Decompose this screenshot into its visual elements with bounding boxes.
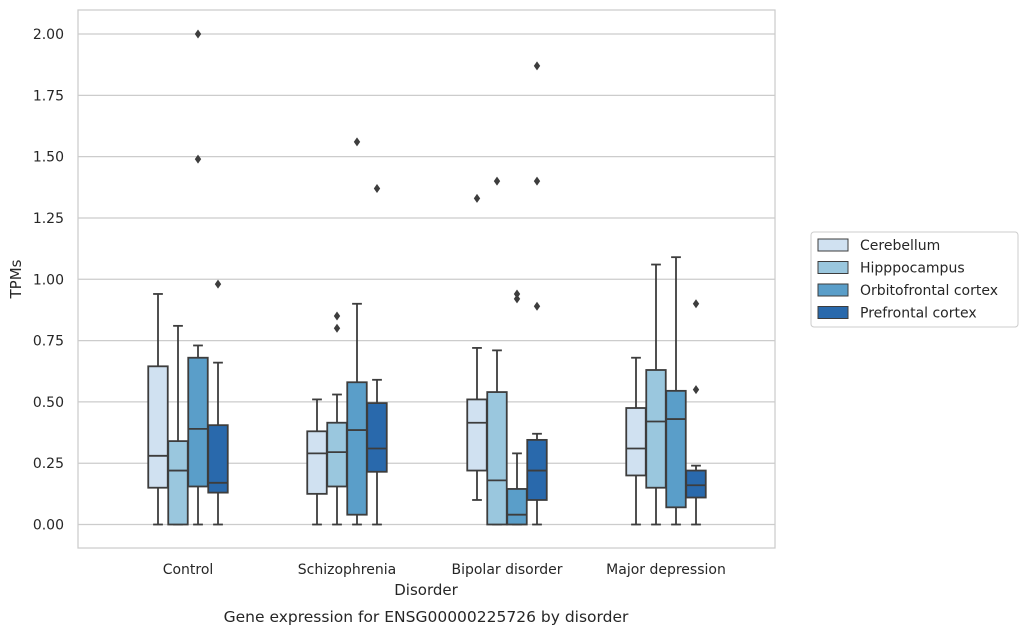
outlier-point [214,279,222,289]
box-orbitofrontal-cortex [665,256,687,526]
outlier-point [473,193,481,203]
y-tick-label: 1.50 [33,150,64,166]
y-axis: 0.00 0.25 0.50 0.75 1.00 1.25 1.50 1.75 2.00 [33,27,64,534]
outlier-point [533,301,541,311]
outlier-point [493,176,501,186]
box-iqr [346,381,368,516]
box-hipppocampus [645,263,667,526]
x-axis-label: Disorder [394,581,458,599]
outlier-point [333,323,341,333]
x-tick-label: Schizophrenia [298,562,396,578]
legend-box [810,231,1019,328]
box-iqr [625,407,647,477]
box-iqr [326,421,348,488]
plot-frame [77,9,776,549]
outlier-point [353,137,361,147]
box-hipppocampus [326,311,348,526]
box-iqr [506,488,528,526]
outlier-point [194,29,202,39]
box-cerebellum [147,293,169,526]
box-iqr [147,365,169,489]
box-orbitofrontal-cortex [506,289,528,526]
legend-label: Hipppocampus [860,261,965,277]
y-tick-label: 0.00 [33,518,64,534]
y-tick-label: 1.25 [33,211,64,227]
y-tick-label: 1.75 [33,88,64,104]
y-tick-label: 0.50 [33,395,64,411]
legend-label: Orbitofrontal cortex [860,283,998,299]
outlier-point [692,299,700,309]
y-tick-label: 0.25 [33,456,64,472]
outlier-point [513,289,521,299]
legend-swatch [817,283,849,297]
chart-caption: Gene expression for ENSG00000225726 by d… [224,608,629,626]
box-prefrontal-cortex [526,61,548,526]
box-iqr [685,469,707,499]
box-hipppocampus [167,324,189,526]
box-prefrontal-cortex [366,184,388,526]
y-tick-label: 2.00 [33,27,64,43]
box-prefrontal-cortex [685,299,707,526]
box-iqr [486,391,508,526]
plot-area [147,29,707,526]
box-iqr [466,398,488,472]
box-orbitofrontal-cortex [187,29,209,526]
x-tick-label: Control [163,562,214,578]
box-iqr [167,440,189,526]
x-axis: Control Schizophrenia Bipolar disorder Majo… [163,562,726,578]
x-tick-label: Bipolar disorder [451,562,562,578]
outlier-point [194,154,202,164]
legend-label: Cerebellum [860,238,940,254]
legend-label: Prefrontal cortex [860,306,977,322]
box-prefrontal-cortex [207,279,229,526]
box-iqr [207,424,229,494]
y-axis-label: TPMs [7,259,25,299]
outlier-point [533,61,541,71]
x-tick-label: Major depression [606,562,726,578]
y-tick-label: 0.75 [33,334,64,350]
box-cerebellum [466,193,488,501]
box-iqr [645,369,667,489]
outlier-point [533,176,541,186]
outlier-point [692,385,700,395]
box-iqr [665,389,687,509]
legend: Cerebellum Hipppocampus Orbitofrontal cort… [810,231,1019,328]
box-hipppocampus [486,176,508,526]
outlier-point [513,294,521,304]
legend-swatch [817,261,849,274]
y-tick-label: 1.00 [33,272,64,288]
box-cerebellum [625,356,647,526]
outlier-point [333,311,341,321]
legend-swatch [817,306,849,319]
box-iqr [187,356,209,488]
legend-swatch [817,238,849,252]
box-iqr [306,430,328,495]
box-iqr [366,402,388,473]
outlier-point [373,184,381,194]
